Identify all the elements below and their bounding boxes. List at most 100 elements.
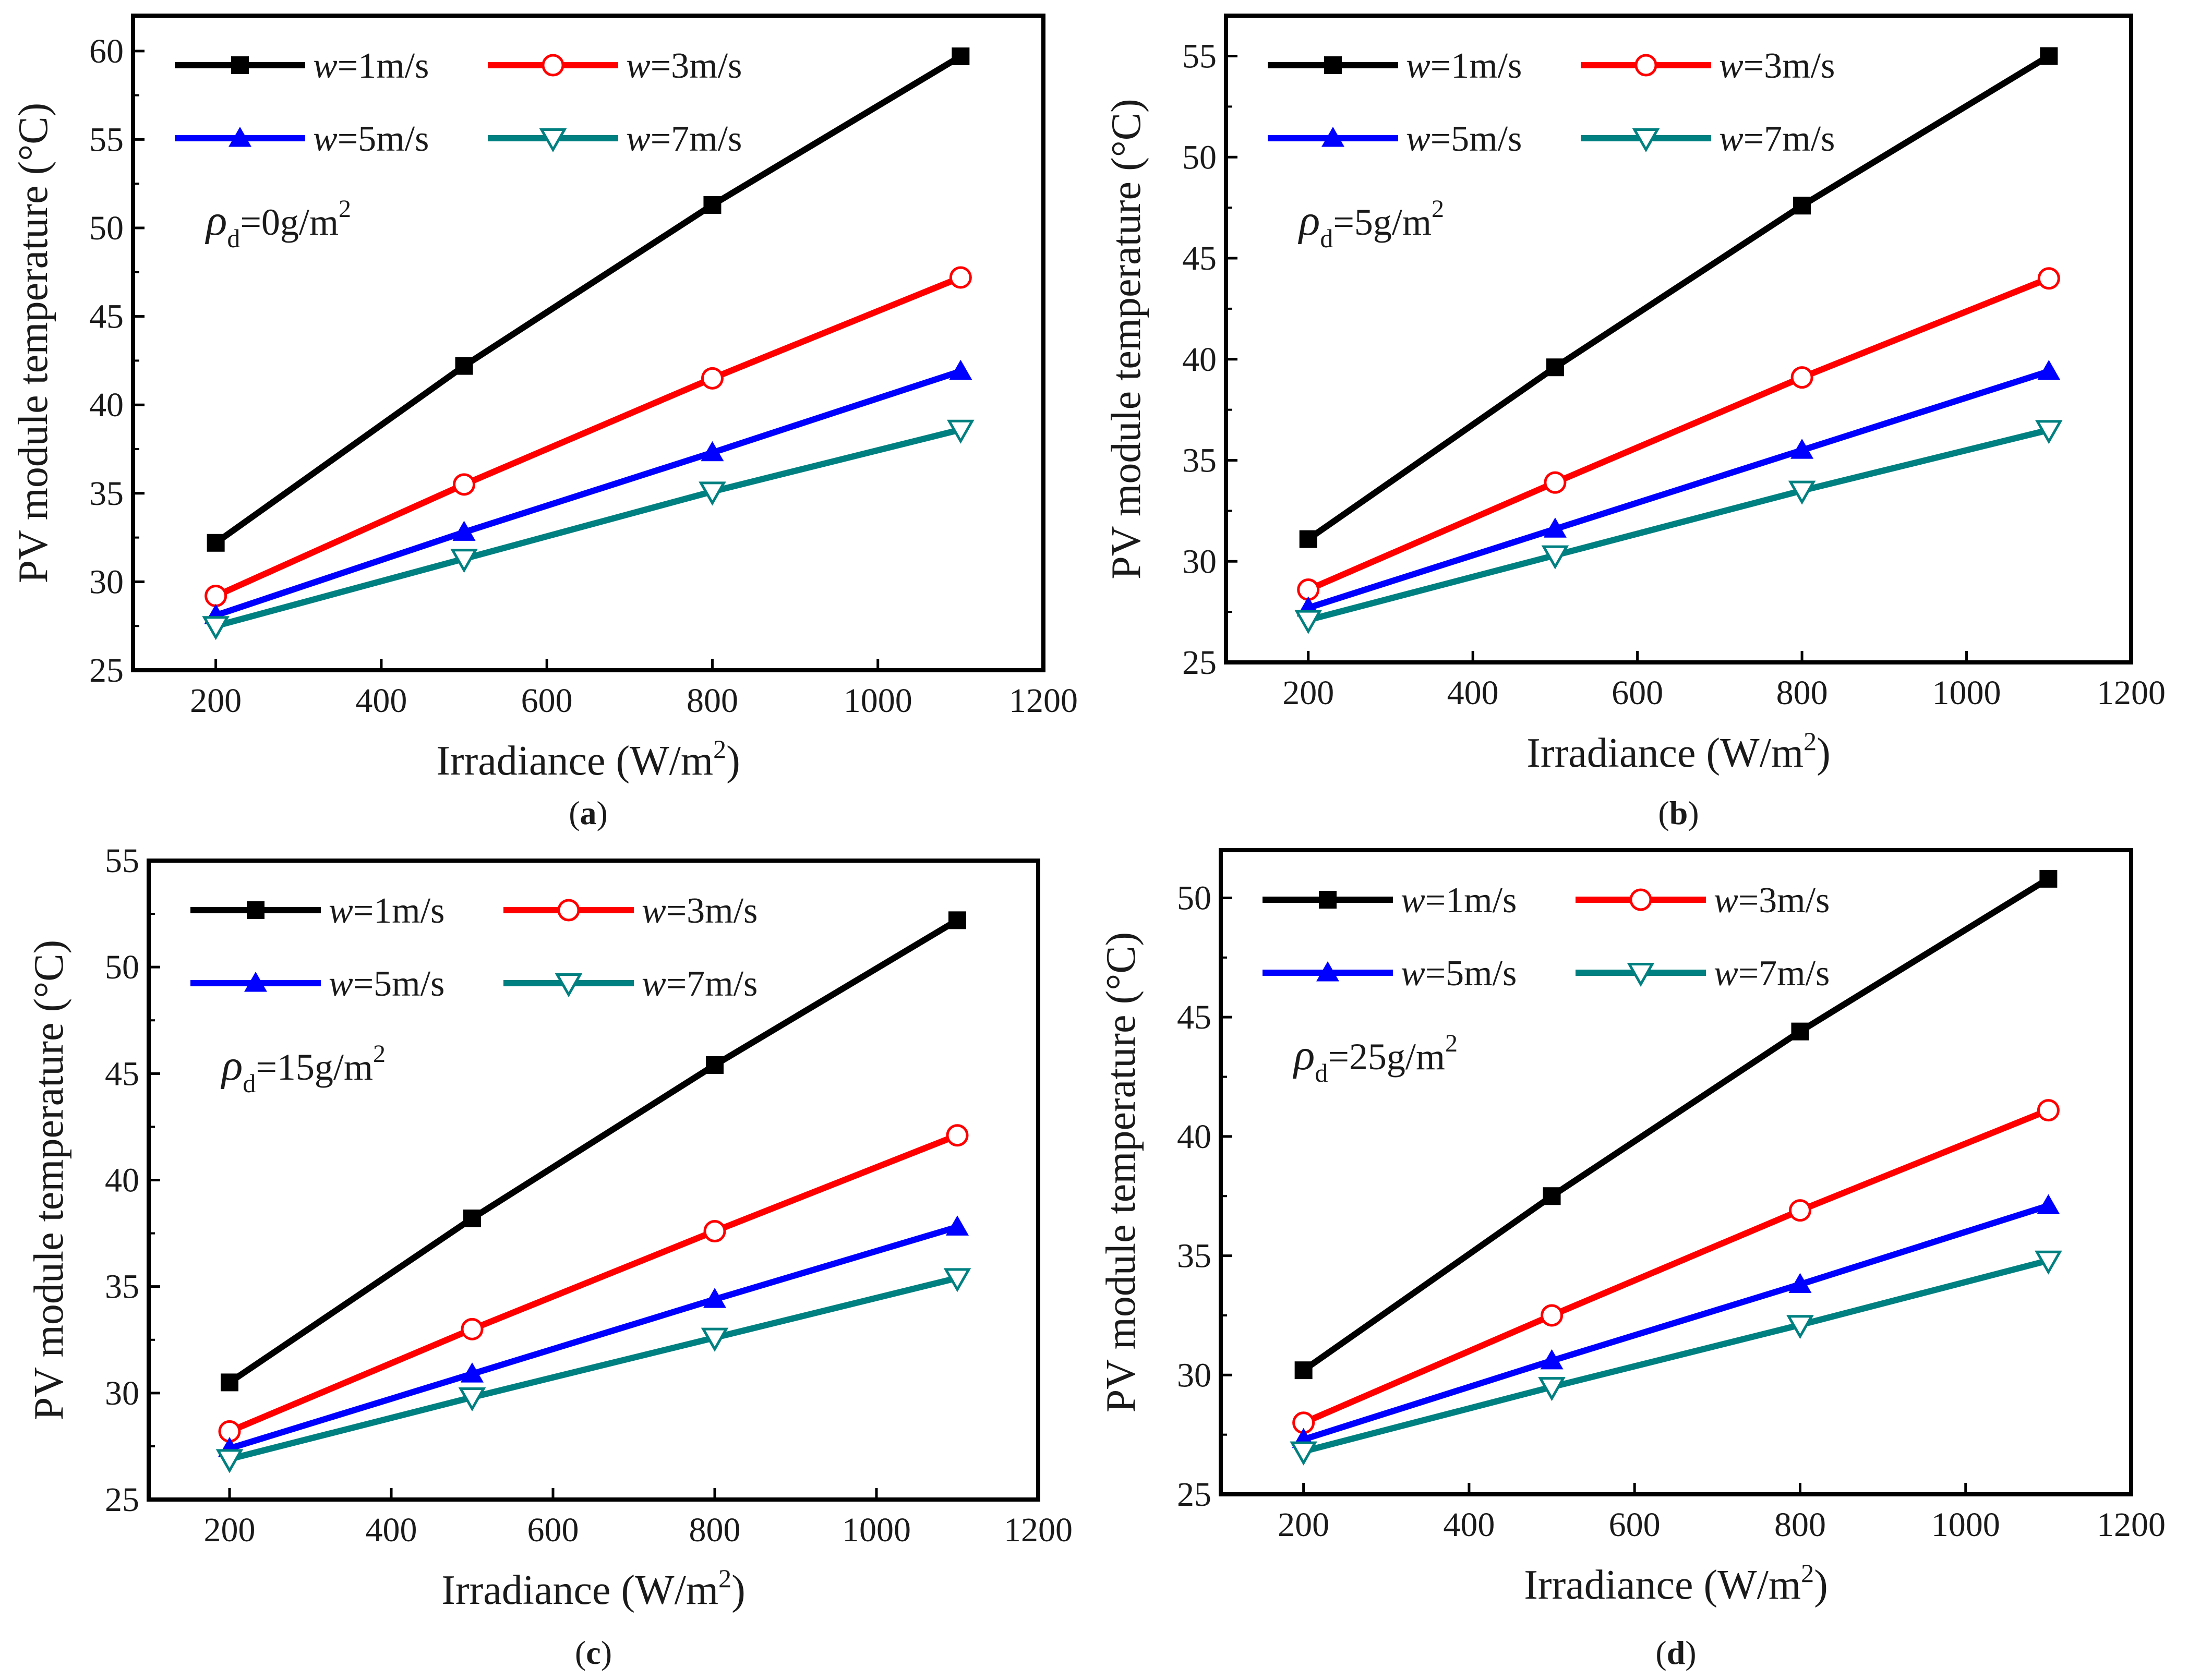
plot-frame [147,859,1040,1502]
y-tick-label: 25 [1177,1476,1211,1514]
x-axis-title-sup: 2 [1801,1558,1814,1588]
y-tick-label: 40 [105,1162,139,1200]
y-tick-label: 30 [1177,1356,1211,1394]
caption-letter: b [1669,794,1688,831]
series-line-3 [229,1224,958,1452]
y-tick-label: 45 [89,298,124,336]
legend-marker [1634,54,1657,77]
y-tick-label: 25 [1182,644,1217,682]
x-axis-title: Irradiance (W/m2) [441,1564,745,1613]
plot-frame [1224,14,2133,664]
x-axis-title-sup: 2 [718,1564,731,1593]
x-axis-title-end: ) [1814,1562,1828,1608]
annotation-text: =25g/m [1328,1036,1445,1078]
y-axis-title: PV module temperature (°C) [10,103,56,583]
legend-marker [1316,961,1339,982]
x-tick-label: 400 [1447,674,1499,712]
data-point [949,266,972,289]
legend-label-rest: =5m/s [338,119,429,159]
data-point [701,367,724,390]
caption-close-paren: ) [1685,1634,1696,1671]
legend-label-var: w [1714,953,1738,994]
data-point [952,47,970,66]
legend-label-var: w [626,46,651,86]
annotation-text: =5g/m [1333,201,1432,243]
legend-label: w=3m/s [1719,46,1835,86]
series-line-3 [214,368,962,619]
legend-label-rest: =3m/s [1738,880,1830,921]
annotation-superscript: 2 [339,195,351,223]
data-point [701,1327,729,1352]
legend-label-rest: =1m/s [1425,880,1517,921]
x-axis-title-main: Irradiance (W/m [1526,730,1804,776]
annotation-superscript: 2 [1445,1030,1458,1057]
legend-label-rest: =1m/s [338,46,429,86]
legend-label-var: w [1719,46,1744,86]
caption-open-paren: ( [575,1634,586,1671]
x-tick-label: 600 [527,1511,579,1549]
y-tick-label: 50 [1177,879,1211,917]
data-point [699,481,726,506]
legend-marker [557,899,580,922]
legend-label: w=3m/s [642,891,758,931]
legend-label: w=7m/s [642,964,758,1004]
data-point [948,911,966,929]
legend-label-var: w [1401,880,1425,921]
data-point [2035,1250,2062,1275]
annotation-subscript: d [1320,224,1333,253]
y-tick-label: 35 [1177,1237,1211,1275]
panel-caption: (b) [1658,794,1699,831]
legend-label: w=7m/s [626,119,742,159]
data-point [2037,1099,2060,1122]
chart-panel-b: 200 400 600 800 1000 1200 25 30 35 40 45 50 55 Irradi… [1103,14,2166,831]
data-point [453,473,476,496]
x-axis-title-end: ) [726,738,740,784]
series-line-2 [214,274,962,599]
annotation-symbol: ρ [1292,1031,1315,1079]
legend-label-var: w [626,119,651,159]
caption-letter: d [1667,1634,1686,1671]
legend-label-rest: =5m/s [1430,119,1522,159]
x-axis-title-end: ) [731,1567,746,1613]
legend-label: w=5m/s [1406,119,1522,159]
series-line-1 [1306,53,2051,542]
data-point [450,549,478,573]
y-tick-label: 35 [89,475,124,513]
data-point [1788,1199,1811,1222]
data-point [207,534,225,552]
annotation-text: =15g/m [256,1046,373,1088]
y-tick-label: 25 [105,1481,139,1519]
x-tick-label: 600 [521,682,573,720]
data-point [703,1288,726,1308]
y-tick-label: 55 [1182,38,1217,76]
data-point [202,616,230,640]
data-point [703,1220,726,1242]
data-point [2037,1194,2060,1215]
legend-label: w=5m/s [1401,953,1517,994]
data-point [1544,471,1567,494]
series-line-1 [227,917,959,1385]
data-point [706,1056,724,1074]
x-axis-title-main: Irradiance (W/m [436,738,713,784]
x-tick-label: 1200 [1004,1511,1073,1549]
legend-label: w=1m/s [1406,46,1522,86]
series-line-1 [1302,876,2050,1373]
x-tick-label: 400 [355,682,407,720]
y-tick-label: 35 [1182,442,1217,480]
legend-label-rest: =1m/s [353,891,445,931]
data-point [205,585,227,608]
y-tick-label: 35 [105,1268,139,1306]
legend-marker [1321,127,1344,147]
y-tick-label: 40 [89,386,124,424]
caption-open-paren: ( [1655,1634,1666,1671]
legend-marker [555,973,583,998]
data-point [461,1362,484,1383]
legend-label-var: w [642,891,666,931]
legend-marker [1319,891,1337,909]
x-axis-title-end: ) [1817,730,1831,776]
legend-label: w=1m/s [329,891,444,931]
series-line-4 [215,426,961,629]
legend-label: w=7m/s [1719,119,1835,159]
y-tick-label: 50 [89,209,124,247]
x-tick-label: 1000 [844,682,912,720]
